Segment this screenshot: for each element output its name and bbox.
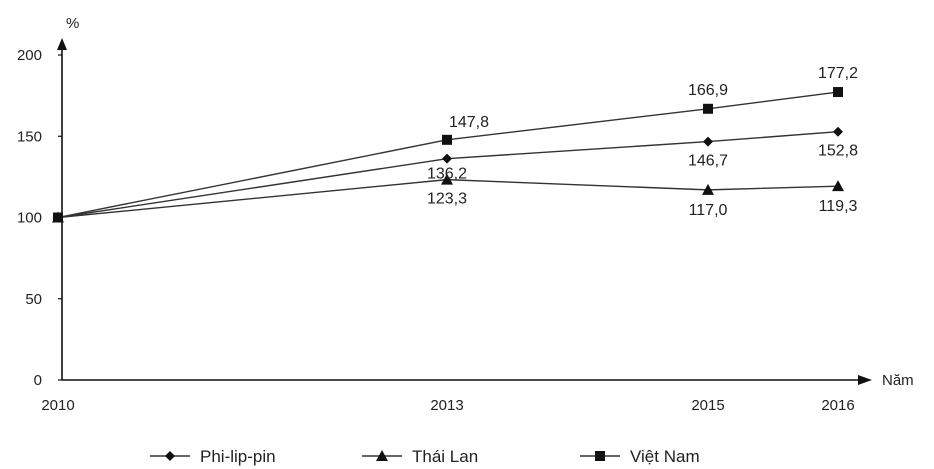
- data-label: 146,7: [688, 153, 728, 170]
- legend-item: Việt Nam: [580, 447, 700, 466]
- y-tick-labels: 0 50 100 150 200: [17, 47, 62, 389]
- legend-label: Thái Lan: [412, 447, 478, 466]
- x-tick-labels: 2010 2013 2015 2016: [41, 397, 854, 414]
- data-point: [53, 212, 63, 223]
- y-axis-unit: %: [66, 15, 79, 32]
- axes: % Năm: [57, 15, 914, 389]
- y-tick-label: 100: [17, 210, 42, 227]
- data-point: [832, 180, 844, 192]
- data-label: 119,3: [819, 198, 858, 215]
- series-group: [52, 87, 844, 223]
- x-tick-label: 2015: [691, 397, 724, 414]
- x-tick-label: 2013: [430, 397, 463, 414]
- y-tick-label: 0: [34, 372, 42, 389]
- data-point: [703, 136, 713, 147]
- series-vi-t-nam: [53, 87, 843, 223]
- legend-marker: [376, 450, 388, 461]
- data-label: 123,3: [427, 191, 467, 208]
- series-line: [57, 178, 839, 219]
- legend-marker: [165, 451, 175, 461]
- data-point: [703, 103, 713, 114]
- y-tick-label: 200: [17, 47, 42, 64]
- x-tick-label: 2016: [821, 397, 854, 414]
- data-label: 117,0: [689, 202, 728, 219]
- legend-item: Thái Lan: [362, 447, 478, 466]
- series-line: [57, 131, 839, 219]
- legend-label: Việt Nam: [630, 447, 700, 466]
- legend-item: Phi-lip-pin: [150, 447, 276, 466]
- legend: Phi-lip-pin Thái Lan Việt Nam: [150, 447, 700, 466]
- legend-label: Phi-lip-pin: [200, 447, 276, 466]
- data-point: [702, 183, 714, 195]
- x-axis-arrow: [858, 375, 872, 385]
- data-label: 147,8: [449, 114, 489, 131]
- data-label: 166,9: [688, 82, 728, 99]
- data-point: [442, 134, 452, 145]
- data-label: 152,8: [818, 143, 858, 160]
- series-line: [57, 91, 839, 219]
- data-label: 177,2: [818, 65, 858, 82]
- x-axis-label: Năm: [882, 372, 914, 389]
- data-point: [833, 126, 843, 137]
- data-point: [441, 173, 453, 185]
- y-tick-label: 50: [25, 291, 42, 308]
- data-point: [833, 87, 843, 98]
- data-labels: 136,2 146,7 152,8 123,3 117,0 119,3 147,8 166,9…: [427, 65, 858, 219]
- legend-marker: [595, 451, 605, 461]
- y-tick-label: 150: [17, 128, 42, 145]
- data-point: [442, 153, 452, 164]
- y-axis-arrow: [57, 38, 67, 50]
- data-label: 136,2: [427, 166, 467, 183]
- x-tick-label: 2010: [41, 397, 74, 414]
